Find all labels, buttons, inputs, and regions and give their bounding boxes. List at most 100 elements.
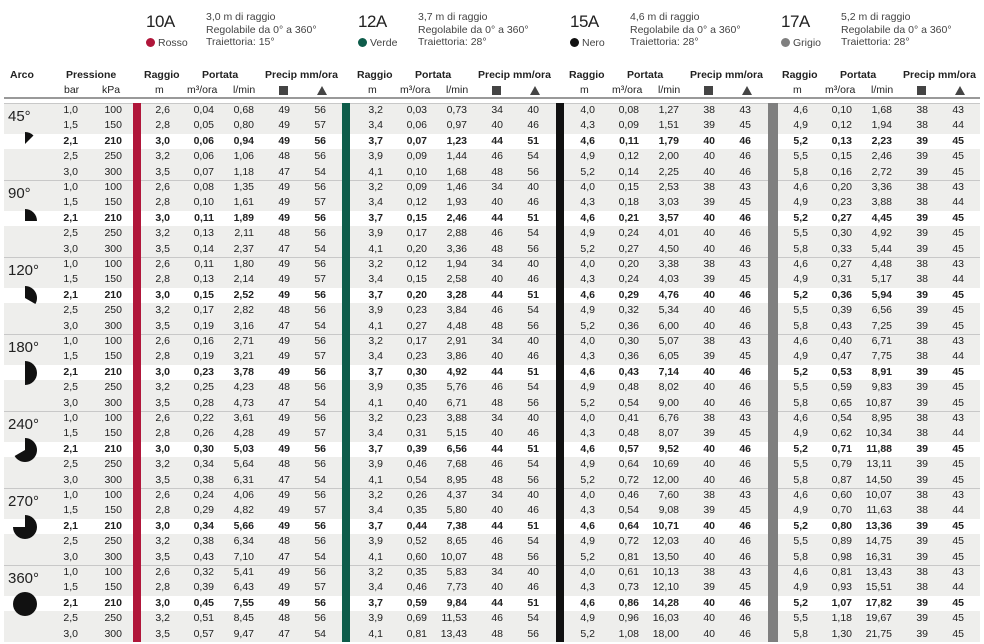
lmin-value: 10,69	[652, 458, 679, 471]
precip-triangle-value: 54	[527, 227, 539, 240]
color-stripe-12A	[342, 103, 350, 642]
raggio-value: 3,7	[368, 134, 383, 147]
raggio-value: 5,2	[580, 627, 595, 640]
raggio-value: 4,9	[580, 381, 595, 394]
lmin-value: 4,23	[233, 381, 254, 394]
raggio-value: 4,1	[368, 473, 383, 486]
m3ora-value: 0,20	[831, 181, 852, 193]
arc-band	[4, 565, 980, 596]
lmin-value: 3,88	[871, 196, 892, 209]
precip-square-value: 44	[491, 442, 503, 455]
precip-triangle-value: 43	[739, 412, 751, 424]
arc-label: 360°	[8, 570, 40, 587]
raggio-value: 4,0	[580, 335, 595, 347]
precip-triangle-value: 51	[527, 211, 539, 224]
precip-triangle-value: 45	[952, 365, 964, 378]
precip-square-value: 46	[491, 150, 503, 163]
m3ora-value: 0,06	[193, 150, 214, 163]
lmin-value: 2,82	[233, 304, 254, 317]
precip-triangle-value: 57	[314, 273, 326, 286]
pressione-header: Pressione	[66, 69, 117, 81]
precip-triangle-value: 43	[952, 566, 964, 578]
lmin-value: 2,91	[446, 335, 467, 347]
raggio-value: 2,8	[155, 350, 170, 363]
nozzle-color: Verde	[358, 37, 397, 49]
color-dot-icon	[781, 38, 790, 47]
m3ora-value: 0,65	[831, 396, 852, 409]
raggio-value: 5,2	[793, 519, 808, 532]
precip-triangle-value: 45	[952, 165, 964, 178]
lmin-value: 0,94	[233, 134, 254, 147]
precip-triangle-value: 46	[739, 612, 751, 625]
precip-triangle-value: 45	[739, 350, 751, 363]
raggio-value: 3,2	[368, 104, 383, 116]
precip-square-value: 39	[916, 134, 928, 147]
lmin-value: 5,41	[233, 566, 254, 578]
nozzle-header-12A: 12A 3,7 m di raggio Regolabile da 0° a 360…	[358, 6, 558, 56]
precip-triangle-value: 46	[739, 627, 751, 640]
m3ora-value: 0,09	[406, 150, 427, 163]
raggio-value: 3,2	[155, 304, 170, 317]
precip-square-value: 49	[278, 104, 290, 116]
m3ora-value: 0,59	[831, 381, 852, 394]
pressure-bar: 1,5	[63, 581, 78, 594]
precip-square-value: 40	[703, 211, 715, 224]
precip-square-value: 40	[491, 581, 503, 594]
m3ora-value: 0,31	[406, 427, 427, 440]
precip-triangle-value: 45	[952, 150, 964, 163]
pressure-bar: 1,5	[63, 350, 78, 363]
raggio-value: 3,7	[368, 288, 383, 301]
lmin-value: 4,03	[658, 273, 679, 286]
precip-square-value: 40	[491, 119, 503, 132]
precip-square-value: 44	[491, 596, 503, 609]
precip-square-value: 49	[278, 442, 290, 455]
m3ora-value: 0,57	[193, 627, 214, 640]
precip-square-value: 44	[491, 288, 503, 301]
raggio-value: 3,2	[155, 381, 170, 394]
pressure-kpa: 210	[104, 519, 122, 532]
raggio-value: 2,6	[155, 258, 170, 270]
precip-square-value: 49	[278, 519, 290, 532]
m3ora-value: 0,89	[831, 535, 852, 548]
m3ora-value: 0,39	[831, 304, 852, 317]
table-row: 3,0 300 3,5 0,07 1,18 47 54 4,1 0,10 1,68 48 56 5,2 0…	[0, 165, 984, 180]
precip-triangle-value: 51	[527, 519, 539, 532]
m3ora-value: 0,61	[618, 566, 639, 578]
precip-triangle-value: 56	[314, 566, 326, 578]
row-separator	[4, 180, 980, 181]
precip-triangle-value: 45	[952, 381, 964, 394]
lmin-value: 12,00	[652, 473, 679, 486]
precip-triangle-value: 56	[314, 365, 326, 378]
raggio-value: 3,4	[368, 196, 383, 209]
precip-triangle-value: 56	[527, 396, 539, 409]
pressure-kpa: 100	[104, 335, 122, 347]
precip-triangle-value: 56	[314, 134, 326, 147]
m3ora-value: 0,59	[406, 596, 427, 609]
precip-square-value: 39	[916, 242, 928, 255]
arc-label: 180°	[8, 339, 40, 356]
square-spacing-icon	[704, 85, 713, 97]
triangle-spacing-icon	[530, 85, 540, 97]
square-icon	[492, 86, 501, 95]
table-row: 1,5 150 2,8 0,10 1,61 49 57 3,4 0,12 1,93 40 46 4,3 0…	[0, 195, 984, 210]
raggio-value: 4,0	[580, 258, 595, 270]
precip-triangle-value: 40	[527, 489, 539, 501]
precip-square-value: 40	[703, 627, 715, 640]
m3ora-value: 0,08	[193, 181, 214, 193]
nozzle-adjust: Regolabile da 0° a 360°	[206, 23, 317, 36]
table-row: 1,0 100 2,6 0,04 0,68 49 56 3,2 0,03 0,73 34 40 4,0 0…	[0, 103, 984, 118]
precip-square-value: 48	[278, 381, 290, 394]
precip-square-value: 39	[916, 304, 928, 317]
precip-square-value: 40	[491, 273, 503, 286]
m3ora-value: 0,11	[619, 134, 639, 147]
lmin-value: 4,92	[871, 227, 892, 240]
triangle-icon	[530, 86, 540, 95]
table-row: 1,5 150 2,8 0,39 6,43 49 57 3,4 0,46 7,73 40 46 4,3 0…	[0, 580, 984, 595]
arc-band	[4, 411, 980, 442]
m3ora-value: 0,48	[618, 427, 639, 440]
precip-square-value: 49	[278, 566, 290, 578]
precip-triangle-value: 43	[952, 335, 964, 347]
lmin-value: 5,34	[658, 304, 679, 317]
lmin-header: l/min	[233, 84, 256, 96]
precip-triangle-value: 46	[739, 519, 751, 532]
